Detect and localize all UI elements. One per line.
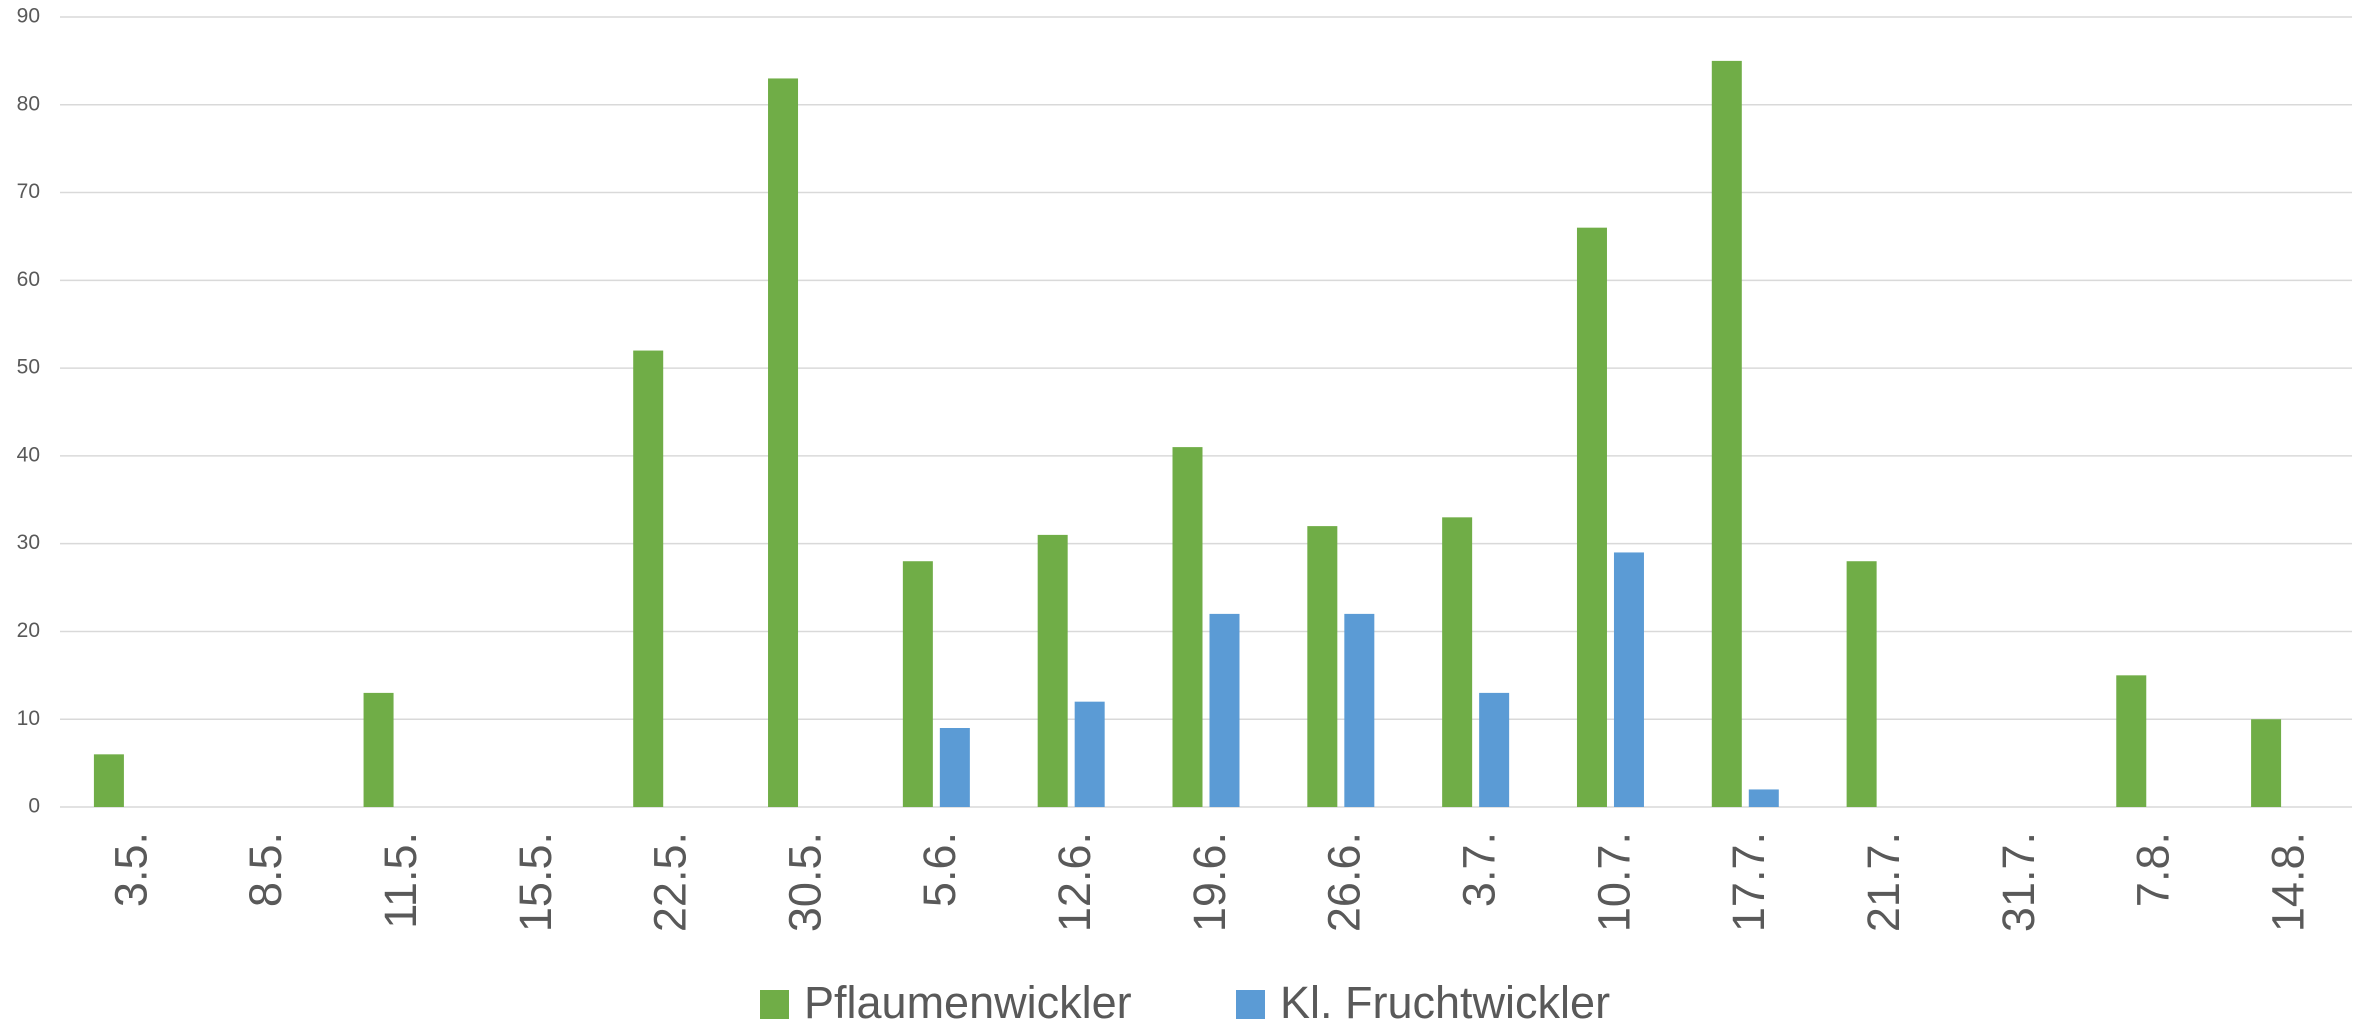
x-tick-label: 17.7. bbox=[1723, 832, 1774, 932]
x-tick-label: 3.7. bbox=[1454, 832, 1505, 907]
y-tick-label: 70 bbox=[17, 180, 40, 203]
x-tick-label: 10.7. bbox=[1588, 832, 1639, 932]
bar bbox=[1442, 517, 1473, 807]
x-tick-label: 14.8. bbox=[2262, 832, 2313, 932]
x-tick-label: 21.7. bbox=[1858, 832, 1909, 932]
bar bbox=[939, 728, 970, 807]
x-tick-label: 22.5. bbox=[645, 832, 696, 932]
bar bbox=[93, 754, 124, 807]
legend-label: Pflaumenwickler bbox=[804, 977, 1132, 1028]
bar bbox=[902, 561, 933, 807]
y-tick-label: 10 bbox=[17, 707, 40, 730]
bar bbox=[768, 78, 799, 807]
bar bbox=[1711, 60, 1742, 807]
bar bbox=[633, 350, 664, 807]
x-tick-label: 7.8. bbox=[2128, 832, 2179, 907]
y-tick-label: 60 bbox=[17, 268, 40, 291]
y-tick-label: 30 bbox=[17, 531, 40, 554]
legend-swatch bbox=[760, 990, 789, 1019]
x-tick-label: 19.6. bbox=[1184, 832, 1235, 932]
bar bbox=[1576, 227, 1607, 807]
y-tick-label: 20 bbox=[17, 619, 40, 642]
x-tick-label: 15.5. bbox=[510, 832, 561, 932]
bar bbox=[2116, 675, 2147, 807]
bar bbox=[1074, 701, 1105, 807]
legend-swatch bbox=[1236, 990, 1265, 1019]
y-tick-label: 80 bbox=[17, 92, 40, 115]
bar bbox=[1613, 552, 1644, 807]
y-tick-label: 50 bbox=[17, 356, 40, 379]
bar bbox=[1846, 561, 1877, 807]
x-tick-label: 11.5. bbox=[375, 832, 426, 929]
y-tick-label: 90 bbox=[17, 5, 40, 28]
bar bbox=[1209, 613, 1240, 807]
bar bbox=[1037, 534, 1068, 807]
bar bbox=[1172, 447, 1203, 807]
y-tick-label: 0 bbox=[28, 795, 40, 818]
bar bbox=[1307, 526, 1338, 807]
x-tick-label: 12.6. bbox=[1049, 832, 1100, 932]
bar bbox=[2251, 719, 2282, 807]
bar bbox=[363, 692, 394, 807]
x-tick-label: 5.6. bbox=[914, 832, 965, 907]
x-tick-label: 3.5. bbox=[105, 832, 156, 907]
bar bbox=[1344, 613, 1375, 807]
bar bbox=[1748, 789, 1779, 807]
x-tick-label: 26.6. bbox=[1319, 832, 1370, 932]
x-tick-label: 30.5. bbox=[779, 832, 830, 932]
bar bbox=[1479, 692, 1510, 807]
legend-label: Kl. Fruchtwickler bbox=[1280, 977, 1610, 1028]
x-tick-label: 8.5. bbox=[240, 832, 291, 907]
x-tick-label: 31.7. bbox=[1993, 832, 2044, 932]
y-tick-label: 40 bbox=[17, 443, 40, 466]
